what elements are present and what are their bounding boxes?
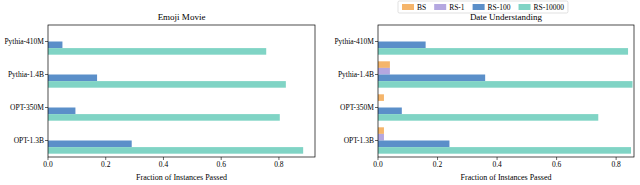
legend-label: RS-1 bbox=[449, 3, 465, 12]
chart: Date Understanding 0.0 0.2 0.4 0.6 0.8 Fractio… bbox=[334, 12, 634, 182]
legend-swatch bbox=[402, 4, 414, 10]
bar bbox=[378, 134, 384, 141]
bar bbox=[48, 75, 97, 82]
tick-label: 0.6 bbox=[552, 160, 562, 169]
category-label: Pythia-410M bbox=[334, 37, 374, 46]
bar bbox=[48, 81, 286, 88]
chart: Emoji Movie 0.0 0.2 0.4 0.6 0.8 Fraction of In… bbox=[4, 12, 315, 182]
bar bbox=[48, 108, 75, 115]
category-label: OPT-1.3B bbox=[14, 136, 44, 145]
bar bbox=[378, 75, 485, 82]
tick-label: 0.8 bbox=[611, 160, 621, 169]
bar bbox=[378, 61, 390, 68]
bar bbox=[378, 81, 633, 88]
bar bbox=[378, 42, 426, 49]
tick-label: 0.2 bbox=[433, 160, 443, 169]
tick-label: 0.0 bbox=[373, 160, 383, 169]
bar bbox=[378, 114, 598, 121]
bars bbox=[378, 42, 633, 154]
frame bbox=[378, 25, 634, 157]
legend-swatch bbox=[519, 4, 531, 10]
category-tick bbox=[375, 74, 378, 75]
legend-label: RS-100 bbox=[488, 3, 511, 12]
category-tick bbox=[375, 107, 378, 108]
bar bbox=[378, 94, 384, 101]
legend-label: RS-10000 bbox=[534, 3, 565, 12]
category-label: Pythia-1.4B bbox=[338, 70, 374, 79]
tick-label: 0.2 bbox=[101, 160, 111, 169]
tick-label: 0.4 bbox=[492, 160, 502, 169]
category-tick bbox=[375, 140, 378, 141]
category-tick bbox=[45, 41, 48, 42]
title: Emoji Movie bbox=[158, 12, 206, 22]
bar bbox=[48, 141, 132, 148]
bar bbox=[378, 48, 628, 55]
title: Date Understanding bbox=[470, 12, 543, 22]
category-tick bbox=[45, 74, 48, 75]
tick-label: 0.8 bbox=[274, 160, 284, 169]
bar bbox=[48, 147, 303, 154]
x-label: Fraction of Instances Passed bbox=[461, 173, 552, 182]
bar bbox=[48, 48, 266, 55]
figure: Emoji Movie 0.0 0.2 0.4 0.6 0.8 Fraction of In… bbox=[0, 0, 640, 185]
tick-label: 0.0 bbox=[43, 160, 53, 169]
category-tick bbox=[45, 140, 48, 141]
bar bbox=[48, 42, 62, 49]
bars bbox=[48, 42, 303, 154]
bar bbox=[378, 108, 402, 115]
bar bbox=[378, 68, 390, 75]
background bbox=[0, 0, 640, 185]
x-label: Fraction of Instances Passed bbox=[136, 173, 227, 182]
tick-label: 0.4 bbox=[159, 160, 169, 169]
category-label: Pythia-410M bbox=[4, 37, 44, 46]
bar bbox=[378, 127, 384, 134]
bar bbox=[48, 114, 280, 121]
category-label: OPT-1.3B bbox=[344, 136, 374, 145]
legend-label: BS bbox=[417, 3, 426, 12]
frame bbox=[48, 25, 315, 157]
tick-label: 0.6 bbox=[217, 160, 227, 169]
category-label: Pythia-1.4B bbox=[8, 70, 44, 79]
category-label: OPT-350M bbox=[340, 103, 374, 112]
legend-swatch bbox=[473, 4, 485, 10]
legend-swatch bbox=[434, 4, 446, 10]
bar bbox=[378, 141, 449, 148]
category-tick bbox=[375, 41, 378, 42]
category-tick bbox=[45, 107, 48, 108]
bar bbox=[378, 147, 631, 154]
category-label: OPT-350M bbox=[10, 103, 44, 112]
